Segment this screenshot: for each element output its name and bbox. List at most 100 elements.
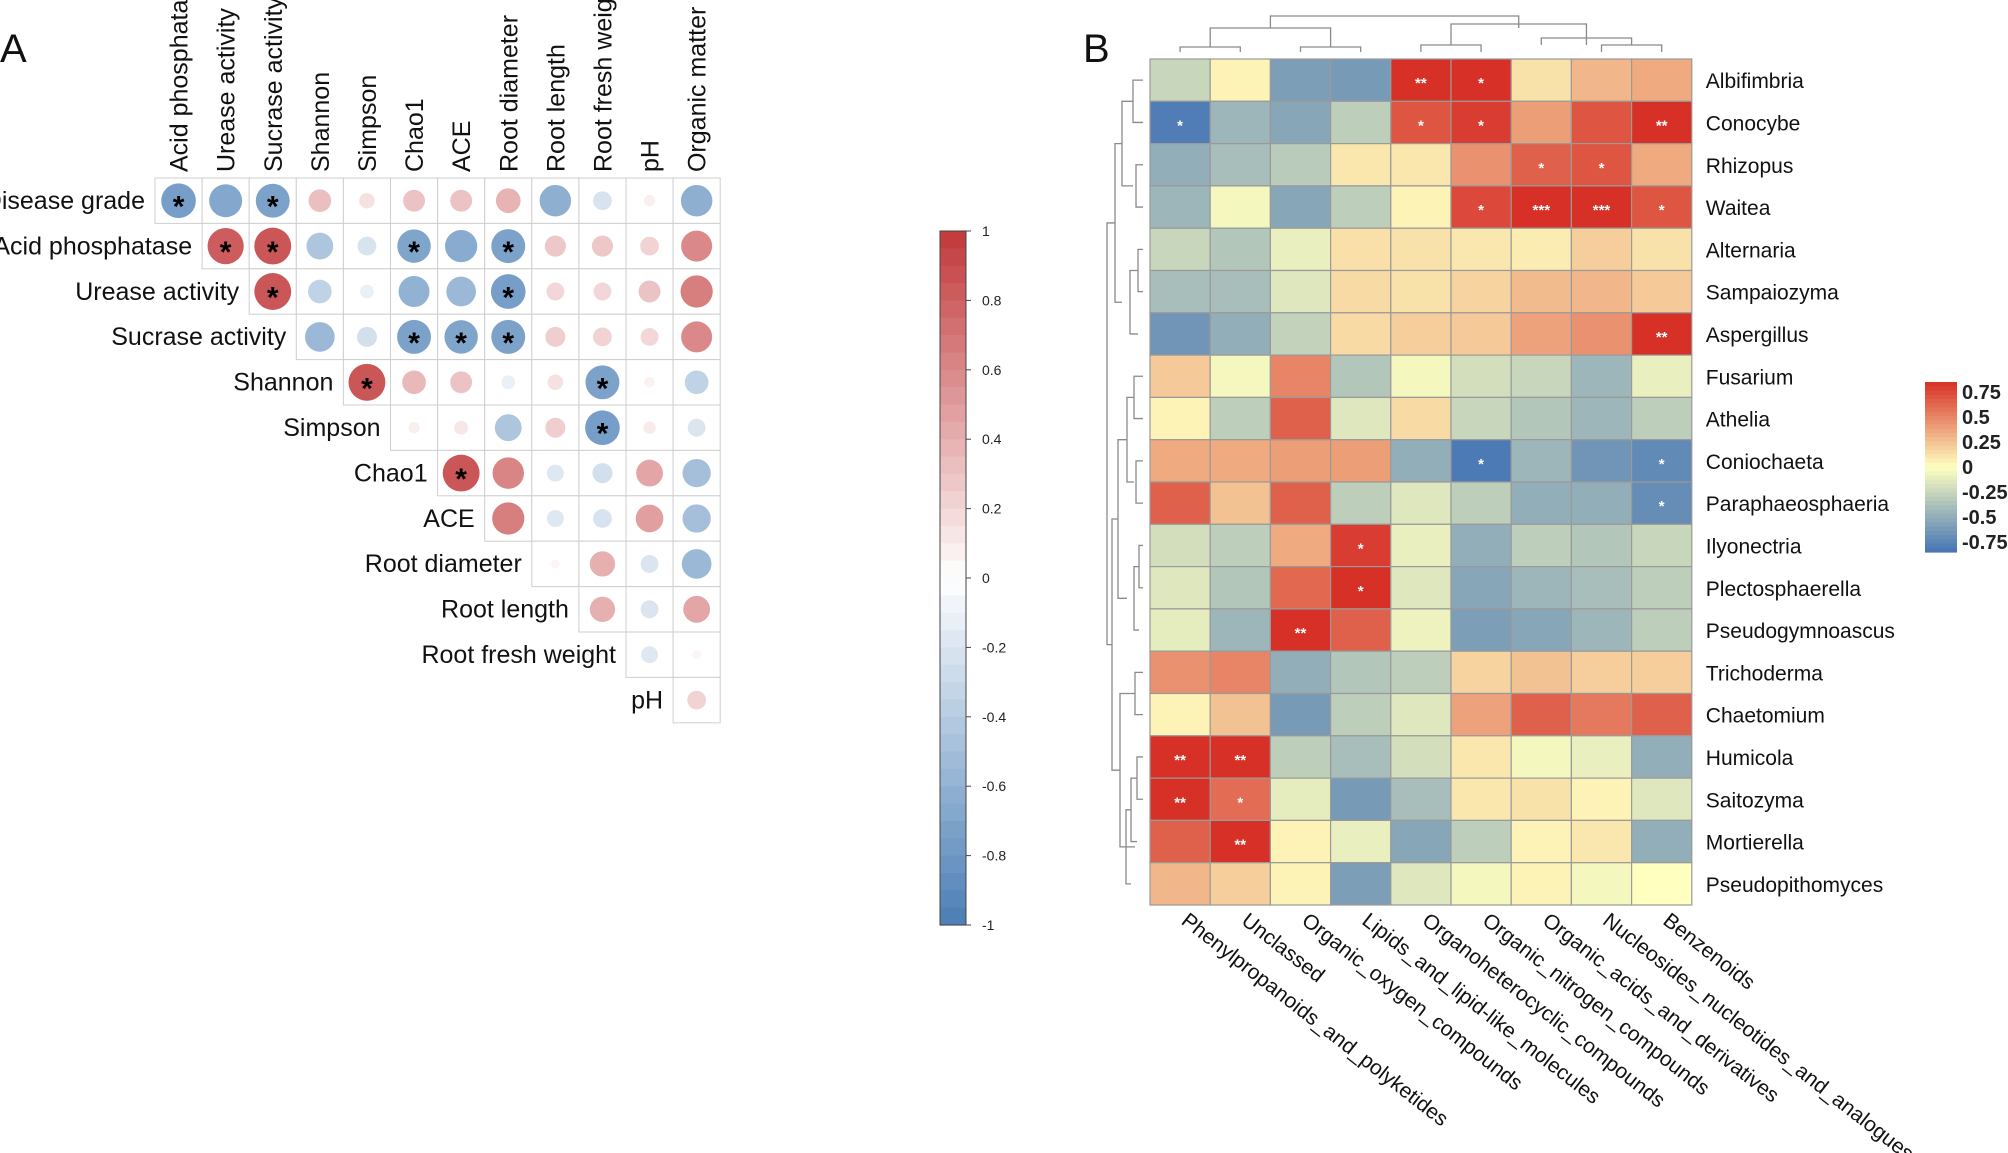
heatmap-cell (1570, 481, 1633, 525)
corr-circle (445, 229, 478, 263)
corr-circle (545, 326, 566, 347)
corr-circle (550, 559, 560, 569)
dendrogram-link (1126, 396, 1134, 483)
corr-circle (682, 458, 711, 488)
heatmap-cell (1510, 608, 1572, 652)
heatmap-cell (1149, 692, 1211, 737)
heatmap-cell (1269, 185, 1332, 229)
significance-star: ** (1295, 625, 1307, 642)
colorbar-b-segment (1925, 399, 1957, 404)
heatmap-cell (1269, 100, 1332, 145)
heatmap-row-label: Fusarium (1706, 366, 1794, 389)
colorbar-b-tick-label: 0 (1962, 457, 1973, 479)
heatmap-cell (1450, 608, 1512, 652)
significance-star: * (597, 372, 609, 405)
heatmap-cell (1630, 439, 1693, 483)
heatmap-cell (1209, 692, 1271, 737)
colorbar-b-tick-label: -0.5 (1962, 507, 1996, 529)
colorbar-a-segment (940, 369, 966, 388)
colorbar-a-segment (940, 491, 966, 510)
corr-circle (209, 184, 243, 218)
colorbar-b-segment (1925, 518, 1957, 523)
corr-circle (635, 504, 664, 533)
heatmap-cell (1149, 650, 1211, 695)
colorbar-a-segment (940, 855, 966, 874)
column-dendrogram (1179, 15, 1663, 52)
colorbar-b-segment (1925, 526, 1957, 532)
heatmap-cell (1269, 692, 1332, 737)
heatmap-cell (1510, 312, 1572, 356)
colorbar-a-segment (940, 578, 966, 596)
corr-circle (589, 596, 616, 622)
colorbar-b-segment (1925, 441, 1957, 447)
column-label: Urease activity (213, 8, 241, 172)
heatmap-cell (1209, 735, 1271, 779)
colorbar-b: 0.75 0.5 0.25 0 -0.25 -0.5 -0.75 (1925, 382, 2008, 554)
heatmap-cell (1209, 100, 1271, 145)
colorbar-a-tick-label: -1 (982, 917, 995, 933)
heatmap-cell (1570, 862, 1633, 906)
corr-circle (306, 232, 334, 260)
significance-star: *** (1533, 202, 1551, 219)
heatmap-cell (1149, 185, 1211, 229)
column-label: Root diameter (495, 15, 523, 172)
heatmap-cell (1450, 269, 1512, 314)
corr-circle (450, 189, 473, 212)
heatmap-cell (1570, 565, 1633, 610)
corr-circle (442, 454, 480, 492)
significance-star: * (1478, 75, 1484, 92)
heatmap-cell (1570, 58, 1633, 102)
heatmap-cell (1450, 735, 1512, 779)
heatmap-cell (1570, 735, 1633, 779)
colorbar-b-segment (1925, 522, 1957, 528)
corr-circle (547, 374, 564, 391)
corr-circle (681, 549, 712, 579)
heatmap-row-label: Saitozyma (1706, 789, 1804, 812)
colorbar-a-segment (940, 890, 966, 909)
heatmap-cell (1149, 819, 1211, 864)
heatmap-cell (1209, 819, 1271, 864)
corr-circle (546, 464, 564, 482)
heatmap-cell (1450, 819, 1512, 864)
heatmap-cell (1149, 735, 1211, 779)
heatmap-cell (1390, 354, 1452, 399)
heatmap-cell (1209, 481, 1271, 525)
corr-circle (585, 365, 620, 400)
heatmap-row-label: Aspergillus (1706, 324, 1809, 347)
colorbar-a-segment (940, 612, 966, 631)
heatmap-cell (1630, 565, 1693, 610)
heatmap-cell (1570, 354, 1633, 399)
heatmap-cell (1209, 565, 1271, 610)
corr-circle (403, 189, 426, 212)
colorbar-a-tick-label: -0.2 (982, 639, 1006, 655)
heatmap-cell (1329, 354, 1392, 399)
significance-star: * (220, 236, 232, 269)
colorbar-b-segment (1925, 445, 1957, 451)
heatmap-cell (1630, 692, 1693, 737)
heatmap-cell (1570, 312, 1633, 356)
heatmap-cell (1269, 396, 1332, 441)
colorbar-b-segment (1925, 407, 1957, 413)
heatmap-cell (1209, 523, 1271, 568)
row-label: pH (631, 686, 663, 714)
column-label: Acid phosphatase (166, 0, 194, 172)
heatmap-cell (1269, 565, 1332, 610)
corr-circle (495, 188, 521, 214)
colorbar-b-segment (1925, 403, 1957, 409)
corr-circle (640, 600, 659, 619)
colorbar-b-segment (1925, 496, 1957, 502)
colorbar-b-segment (1925, 513, 1957, 519)
colorbar-b-segment (1925, 450, 1957, 455)
row-label: ACE (423, 505, 474, 533)
heatmap-cell (1630, 523, 1693, 568)
heatmap-cell (1329, 650, 1392, 695)
colorbar-a-segment (940, 387, 966, 406)
heatmap-cell (1209, 396, 1271, 441)
colorbar-a-tick-label: 0.2 (982, 501, 1002, 517)
colorbar-a-segment (940, 838, 966, 857)
corr-circle (641, 646, 659, 664)
colorbar-b-segment (1925, 484, 1957, 489)
heatmap-cell (1570, 269, 1633, 314)
heatmap-cell (1329, 312, 1392, 356)
